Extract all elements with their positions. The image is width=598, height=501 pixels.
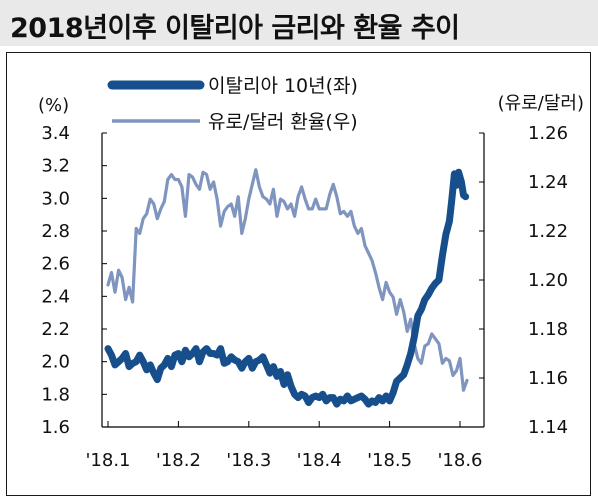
- left-tick-label: 3.4: [41, 123, 70, 144]
- x-tick-label: '18.1: [85, 450, 130, 471]
- left-tick-label: 1.8: [41, 384, 70, 405]
- right-axis-unit: (유로/달러): [498, 93, 584, 114]
- left-tick-label: 2.4: [41, 286, 70, 307]
- x-tick-label: '18.4: [297, 450, 342, 471]
- left-tick-label: 1.6: [41, 417, 70, 438]
- legend-label-rate: 이탈리아 10년(좌): [208, 75, 358, 97]
- left-tick-label: 2.8: [41, 221, 70, 242]
- left-tick-label: 2.2: [41, 319, 70, 340]
- right-tick-label: 1.24: [528, 172, 568, 193]
- series-line-italy-10y: [104, 168, 470, 408]
- left-tick-label: 3.0: [41, 188, 70, 209]
- right-tick-label: 1.20: [528, 270, 568, 291]
- x-tick-label: '18.3: [226, 450, 271, 471]
- right-tick-label: 1.18: [528, 319, 568, 340]
- x-tick-label: '18.5: [367, 450, 412, 471]
- chart-title: 2018년이후 이탈리아 금리와 환율 추이: [10, 13, 460, 44]
- right-tick-label: 1.22: [528, 221, 568, 242]
- right-tick-label: 1.16: [528, 368, 568, 389]
- left-tick-label: 2.0: [41, 352, 70, 373]
- right-tick-label: 1.26: [528, 123, 568, 144]
- left-tick-label: 2.6: [41, 254, 70, 275]
- title-bar: 2018년이후 이탈리아 금리와 환율 추이: [0, 0, 598, 46]
- left-tick-label: 3.2: [41, 156, 70, 177]
- right-tick-label: 1.14: [528, 417, 568, 438]
- plot-border: [6, 52, 591, 496]
- x-tick-label: '18.2: [156, 450, 201, 471]
- series-line-eurusd: [106, 168, 469, 392]
- left-axis-unit: (%): [38, 95, 69, 116]
- x-tick-label: '18.6: [437, 450, 482, 471]
- legend-label-fx: 유로/달러 환율(우): [208, 111, 358, 133]
